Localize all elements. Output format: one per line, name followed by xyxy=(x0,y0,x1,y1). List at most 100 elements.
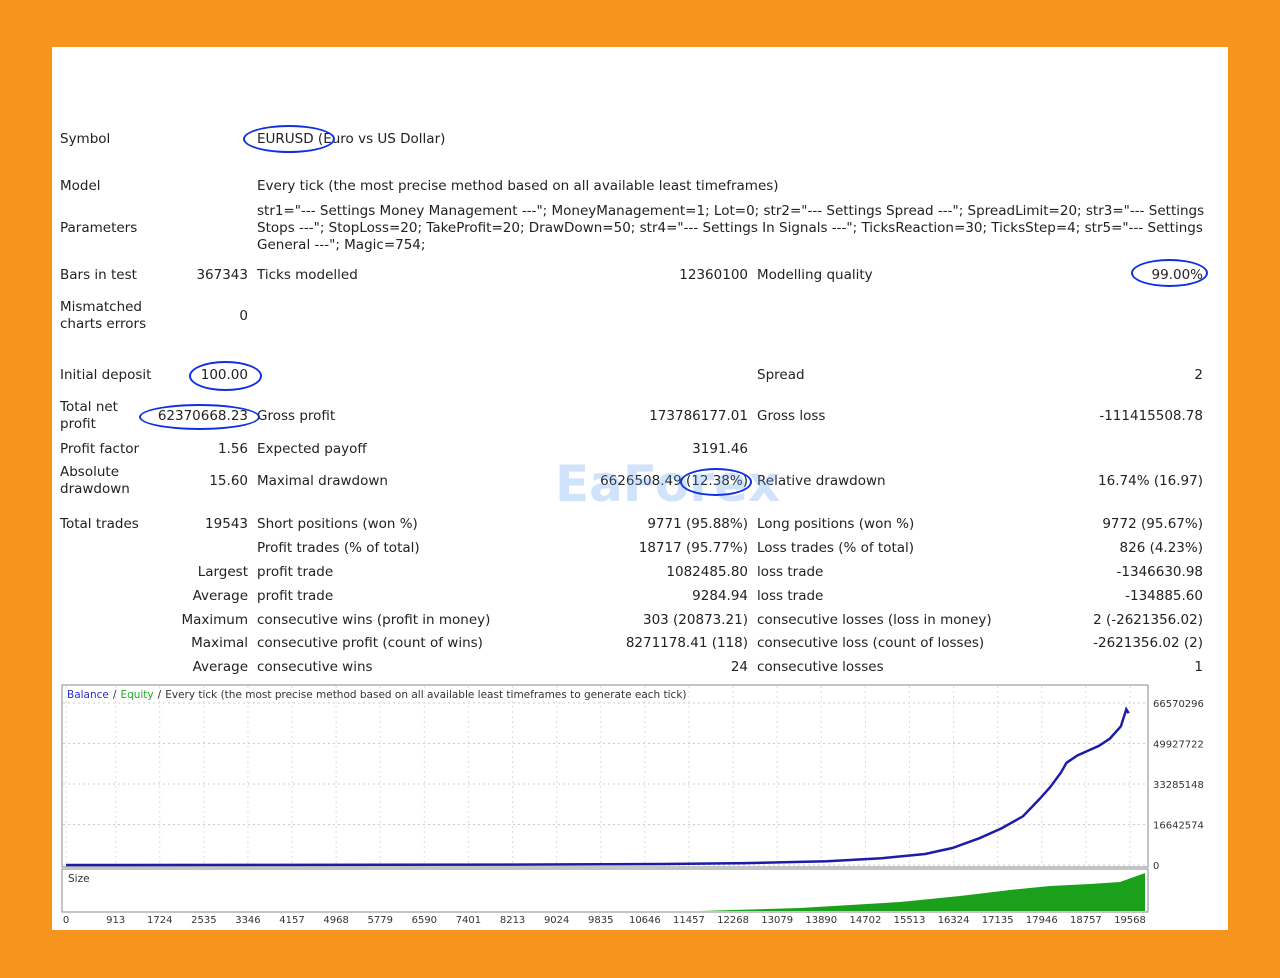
row-label: Parameters xyxy=(60,220,138,236)
y-tick-label: 49927722 xyxy=(1153,740,1204,751)
x-tick-label: 8213 xyxy=(500,915,525,926)
y-tick-label: 66570296 xyxy=(1153,699,1204,710)
row-label: Total trades xyxy=(60,515,139,532)
x-tick-label: 11457 xyxy=(673,915,705,926)
row-label: Ticks modelled xyxy=(257,266,358,283)
row-label: Gross loss xyxy=(757,407,826,424)
row-value: 0 xyxy=(239,307,248,324)
row-value: 9772 (95.67%) xyxy=(1102,515,1203,532)
row-value: 2 (-2621356.02) xyxy=(1093,611,1203,628)
row-value: Maximal xyxy=(191,634,248,651)
row-label: consecutive wins xyxy=(257,658,373,675)
row-value: 16.74% (16.97) xyxy=(1098,472,1203,489)
x-tick-label: 17135 xyxy=(982,915,1014,926)
y-tick-label: 0 xyxy=(1153,861,1159,872)
row-label: Relative drawdown xyxy=(757,472,886,489)
row-label: Mismatched charts errors xyxy=(60,299,147,332)
row-label: consecutive profit (count of wins) xyxy=(257,634,483,651)
row-label: Model xyxy=(60,178,101,194)
y-tick-label: 16642574 xyxy=(1153,821,1204,832)
x-tick-label: 913 xyxy=(106,915,125,926)
highlight xyxy=(139,404,260,430)
highlight xyxy=(1131,259,1208,287)
x-tick-label: 2535 xyxy=(191,915,216,926)
x-tick-label: 7401 xyxy=(456,915,481,926)
legend-separator: / xyxy=(113,689,117,701)
row-value: 24 xyxy=(730,658,748,675)
row-value: Largest xyxy=(197,563,248,580)
row-value: -2621356.02 (2) xyxy=(1093,634,1203,651)
row-label: Bars in test xyxy=(60,266,137,283)
legend-separator: / xyxy=(158,689,162,701)
row-value: -111415508.78 xyxy=(1099,407,1203,424)
row-value: 1.56 xyxy=(217,440,248,457)
row-label: Absolute drawdown xyxy=(60,464,130,497)
x-tick-label: 15513 xyxy=(894,915,926,926)
row-label: loss trade xyxy=(757,563,824,580)
row-value: 367343 xyxy=(196,266,248,283)
row-value: 303 (20873.21) xyxy=(642,611,748,628)
row-label: Loss trades (% of total) xyxy=(757,539,915,556)
y-tick-label: 33285148 xyxy=(1153,780,1204,791)
balance-line xyxy=(65,706,1130,867)
row-label: profit trade xyxy=(257,563,334,580)
row-label: Gross profit xyxy=(257,407,336,424)
x-tick-label: 12268 xyxy=(717,915,749,926)
row-value: 1 xyxy=(1194,658,1203,675)
chart-frame xyxy=(61,684,1149,868)
row-label: Initial deposit xyxy=(60,366,152,383)
row-label: profit trade xyxy=(257,587,334,604)
row-value: 9771 (95.88%) xyxy=(647,515,748,532)
row-value: Average xyxy=(192,658,248,675)
row-value: 12360100 xyxy=(679,266,748,283)
chart-subtitle: Every tick (the most precise method base… xyxy=(165,689,686,701)
row-value: -134885.60 xyxy=(1125,587,1203,604)
x-tick-label: 0 xyxy=(63,915,69,926)
x-tick-label: 13079 xyxy=(761,915,793,926)
row-label: consecutive losses (loss in money) xyxy=(757,611,992,628)
row-value: 19543 xyxy=(205,515,248,532)
row-value: Maximum xyxy=(181,611,248,628)
row-value: 8271178.41 (118) xyxy=(625,634,748,651)
row-value: 9284.94 xyxy=(692,587,748,604)
row-label: Short positions (won %) xyxy=(257,515,418,532)
row-value: 3191.46 xyxy=(692,440,748,457)
row-label: Modelling quality xyxy=(757,266,873,283)
row-label: Expected payoff xyxy=(257,440,367,457)
row-label: Total net profit xyxy=(60,399,118,432)
legend-entry: Balance xyxy=(67,689,109,701)
row-value: str1="--- Settings Money Management ---"… xyxy=(257,203,1205,253)
highlight xyxy=(243,125,335,153)
x-tick-label: 4968 xyxy=(323,915,348,926)
row-value: -1346630.98 xyxy=(1116,563,1203,580)
x-tick-label: 6590 xyxy=(412,915,437,926)
row-value: 173786177.01 xyxy=(649,407,748,424)
highlight xyxy=(680,468,752,496)
x-tick-label: 18757 xyxy=(1070,915,1102,926)
row-label: consecutive loss (count of losses) xyxy=(757,634,985,651)
x-tick-label: 13890 xyxy=(805,915,837,926)
legend-entry: Equity xyxy=(120,689,153,701)
row-label: consecutive wins (profit in money) xyxy=(257,611,491,628)
row-label: Long positions (won %) xyxy=(757,515,915,532)
row-value: 826 (4.23%) xyxy=(1119,539,1203,556)
size-label: Size xyxy=(68,873,90,885)
x-tick-label: 3346 xyxy=(235,915,260,926)
row-value: Average xyxy=(192,587,248,604)
x-tick-label: 5779 xyxy=(368,915,393,926)
x-tick-label: 9024 xyxy=(544,915,569,926)
row-value: 1082485.80 xyxy=(666,563,748,580)
row-label: loss trade xyxy=(757,587,824,604)
row-label: Symbol xyxy=(60,131,111,147)
x-tick-label: 16324 xyxy=(938,915,970,926)
x-tick-label: 9835 xyxy=(588,915,613,926)
row-label: Spread xyxy=(757,366,805,383)
x-tick-label: 19568 xyxy=(1114,915,1146,926)
x-tick-label: 4157 xyxy=(279,915,304,926)
row-label: Profit trades (% of total) xyxy=(257,539,420,556)
row-label: Profit factor xyxy=(60,440,140,457)
x-tick-label: 10646 xyxy=(629,915,661,926)
row-label: consecutive losses xyxy=(757,658,884,675)
row-value: 18717 (95.77%) xyxy=(638,539,748,556)
